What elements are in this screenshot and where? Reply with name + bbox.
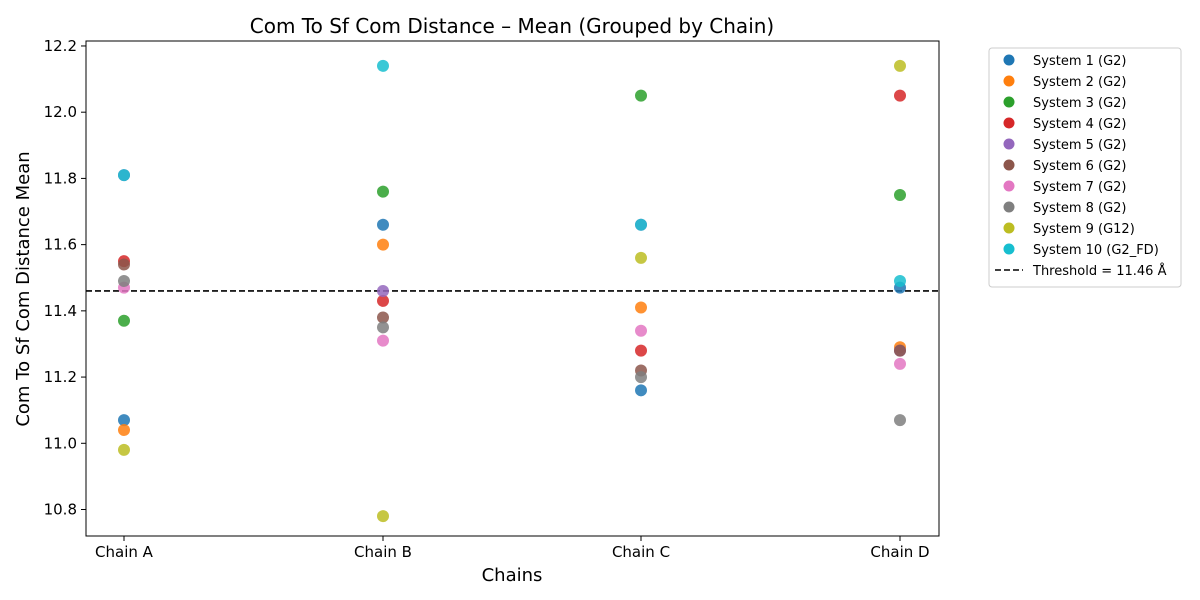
data-point: [377, 311, 389, 324]
legend-label: System 2 (G2): [1033, 75, 1127, 90]
data-point: [377, 510, 389, 523]
data-point: [118, 314, 130, 327]
legend-marker: [1003, 54, 1015, 66]
legend-marker: [1003, 117, 1015, 129]
y-tick-label: 11.8: [44, 169, 77, 187]
data-point: [894, 414, 906, 427]
y-tick-label: 11.6: [44, 236, 77, 254]
data-point: [894, 357, 906, 370]
x-tick-label: Chain D: [870, 543, 929, 561]
legend-marker: [1003, 180, 1015, 192]
data-point: [635, 344, 647, 357]
data-point: [377, 218, 389, 231]
data-point: [635, 301, 647, 314]
legend-marker: [1003, 222, 1015, 234]
plot-frame: [85, 40, 940, 537]
data-point: [118, 169, 130, 182]
data-point: [377, 59, 389, 72]
legend-label: System 3 (G2): [1033, 96, 1127, 111]
legend-label: System 9 (G12): [1033, 222, 1135, 237]
legend-label: System 4 (G2): [1033, 117, 1127, 132]
data-point: [377, 321, 389, 334]
data-point: [118, 414, 130, 427]
data-point: [118, 424, 130, 437]
legend-label: System 5 (G2): [1033, 138, 1127, 153]
data-point: [118, 443, 130, 456]
data-point: [894, 188, 906, 201]
legend-marker: [1003, 96, 1015, 108]
legend: System 1 (G2) System 2 (G2) System 3 (G2) S…: [988, 47, 1182, 288]
data-point: [635, 324, 647, 337]
data-point: [377, 334, 389, 347]
data-point: [894, 89, 906, 102]
legend-marker: [1003, 159, 1015, 171]
data-point: [118, 275, 130, 288]
data-point: [377, 284, 389, 297]
legend-label: System 1 (G2): [1033, 54, 1127, 69]
legend-threshold-label: Threshold = 11.46 Å: [1032, 263, 1167, 279]
y-tick-label: 11.2: [44, 368, 77, 386]
legend-label: System 10 (G2_FD): [1033, 243, 1159, 258]
data-point: [377, 294, 389, 307]
data-point: [377, 185, 389, 198]
legend-box: [988, 47, 1182, 288]
plot-area: 10.8 11.0 11.2 11.4 11.6 11.8 12.0 12.2 Chain A C…: [44, 37, 940, 561]
legend-label: System 7 (G2): [1033, 180, 1127, 195]
data-point: [894, 344, 906, 357]
y-axis-label: Com To Sf Com Distance Mean: [13, 151, 34, 426]
data-point: [635, 218, 647, 231]
legend-marker: [1003, 243, 1015, 255]
y-tick-label: 12.0: [44, 103, 77, 121]
data-point: [635, 371, 647, 384]
data-point: [635, 384, 647, 397]
y-tick-label: 11.0: [44, 434, 77, 452]
x-tick-label: Chain A: [95, 543, 154, 561]
legend-marker: [1003, 201, 1015, 213]
x-tick-label: Chain B: [354, 543, 412, 561]
data-point: [118, 258, 130, 271]
x-axis-label: Chains: [482, 565, 543, 586]
legend-marker: [1003, 75, 1015, 87]
data-point: [377, 238, 389, 251]
x-tick-label: Chain C: [612, 543, 670, 561]
chart-title: Com To Sf Com Distance – Mean (Grouped b…: [250, 14, 774, 38]
data-point: [894, 59, 906, 72]
data-point: [635, 251, 647, 264]
data-point: [894, 275, 906, 288]
legend-label: System 8 (G2): [1033, 201, 1127, 216]
y-tick-label: 11.4: [44, 302, 77, 320]
legend-marker: [1003, 138, 1015, 150]
y-tick-label: 10.8: [44, 501, 77, 519]
legend-label: System 6 (G2): [1033, 159, 1127, 174]
data-point: [635, 89, 647, 102]
y-tick-label: 12.2: [44, 37, 77, 55]
